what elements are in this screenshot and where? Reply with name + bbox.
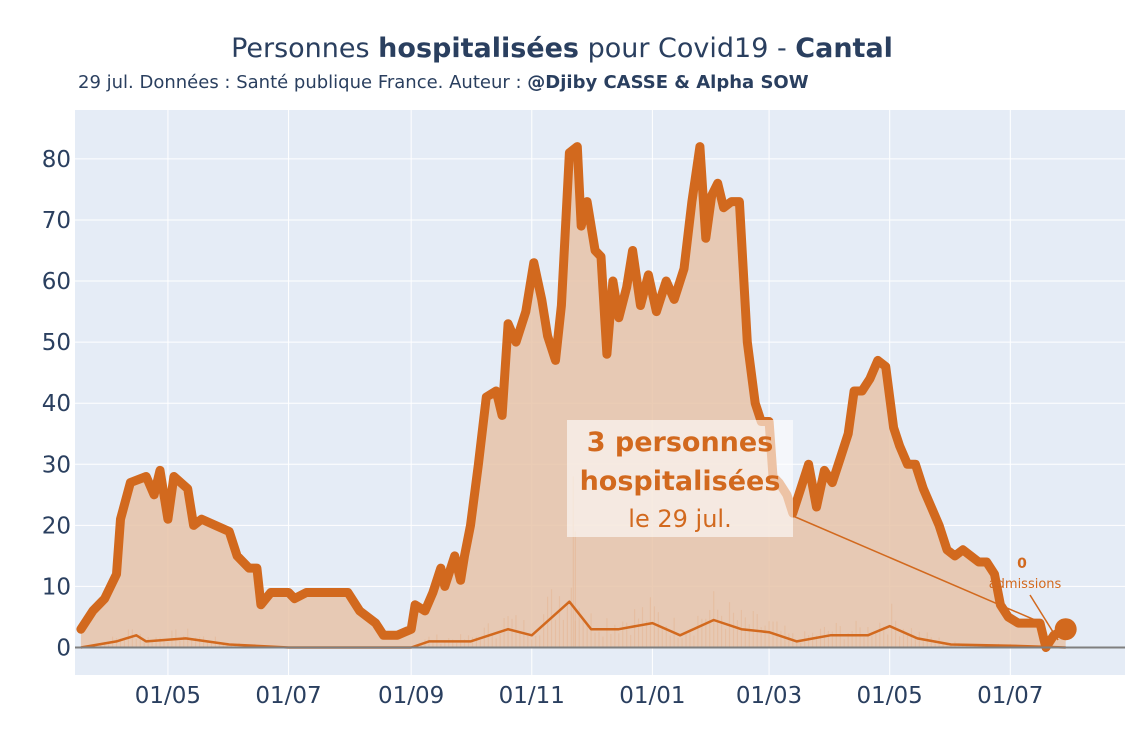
y-axis: 0 10 20 30 40 50 60 70 80 xyxy=(42,147,71,662)
x-tick-label: 01/11 xyxy=(499,683,565,709)
y-tick-label: 10 xyxy=(42,574,71,600)
y-tick-label: 60 xyxy=(42,269,71,295)
y-tick-label: 80 xyxy=(42,147,71,173)
x-tick-label: 01/03 xyxy=(736,683,802,709)
x-tick-label: 01/09 xyxy=(378,683,444,709)
chart-subtitle: 29 jul. Données : Santé publique France.… xyxy=(78,72,809,93)
admissions-value: 0 xyxy=(1017,556,1027,572)
annotation-line1: 3 personnes xyxy=(587,427,774,458)
admissions-arrow xyxy=(1029,594,1059,641)
y-tick-label: 0 xyxy=(56,636,71,662)
annotation-line3: le 29 jul. xyxy=(628,505,731,533)
admissions-label: admissions xyxy=(989,577,1062,592)
admissions-line xyxy=(80,600,1066,649)
annotation-box xyxy=(567,420,793,537)
y-tick-label: 30 xyxy=(42,452,71,478)
chart-title: Personnes hospitalisées pour Covid19 - C… xyxy=(231,33,893,64)
hospitalisations-area xyxy=(80,146,1066,648)
hospitalisations-line xyxy=(76,142,1071,652)
last-point-marker xyxy=(1054,618,1077,641)
x-axis: 01/05 01/07 01/09 01/11 01/01 01/03 01/05 01/07 xyxy=(135,683,1044,709)
annotation-line2: hospitalisées xyxy=(580,466,781,497)
y-tick-label: 20 xyxy=(42,513,71,539)
x-tick-label: 01/07 xyxy=(255,683,321,709)
x-tick-label: 01/07 xyxy=(977,683,1043,709)
x-tick-label: 01/01 xyxy=(619,683,685,709)
y-tick-label: 40 xyxy=(42,391,71,417)
annotation-arrow xyxy=(792,515,1043,624)
y-tick-label: 70 xyxy=(42,208,71,234)
x-tick-label: 01/05 xyxy=(857,683,923,709)
x-tick-label: 01/05 xyxy=(135,683,201,709)
y-tick-label: 50 xyxy=(42,330,71,356)
